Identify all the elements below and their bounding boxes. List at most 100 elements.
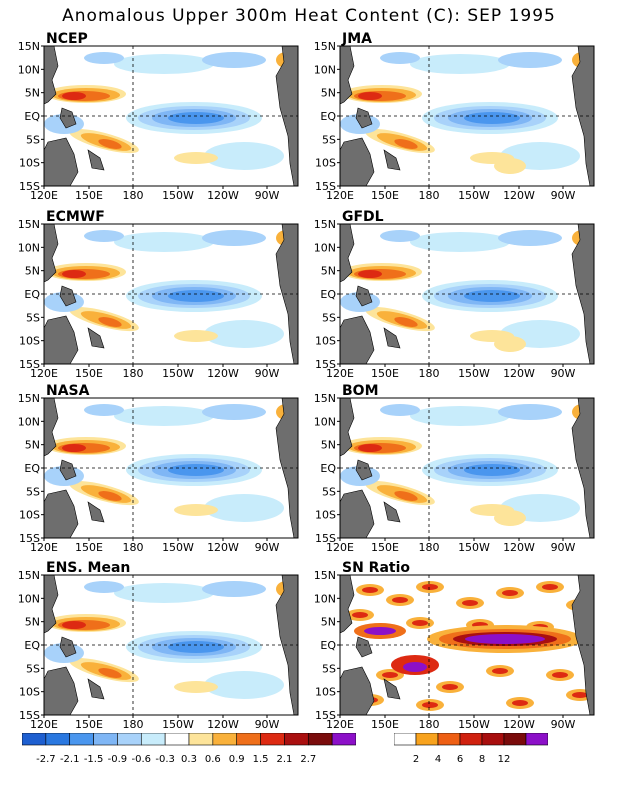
lat-tick-label: EQ <box>320 110 336 123</box>
lon-tick-label: 180 <box>419 541 440 554</box>
lat-tick-label: 10S <box>19 157 40 170</box>
colorbar-label: 0.3 <box>181 754 197 765</box>
lat-tick-label: 5S <box>26 311 40 324</box>
lat-tick-label: 5N <box>25 616 40 629</box>
lat-tick-label: 10N <box>18 415 40 428</box>
lon-tick-label: 120E <box>30 541 58 554</box>
lat-tick-label: 5S <box>26 662 40 675</box>
panel-label: SN Ratio <box>342 560 410 576</box>
lon-tick-label: 120W <box>503 541 535 554</box>
sn-contour <box>412 620 428 626</box>
lon-tick-label: 150E <box>371 718 399 731</box>
lon-tick-label: 90W <box>255 367 280 380</box>
land-mass <box>340 46 355 105</box>
lat-tick-label: 5N <box>321 265 336 278</box>
lon-tick-label: 90W <box>255 541 280 554</box>
lat-tick-label: 15S <box>19 180 40 193</box>
anomaly-contour <box>174 681 218 693</box>
colorbar-swatch <box>69 732 94 746</box>
map-panel-sn: 15N 10N 5N EQ 5S 10S 15S 120E 150E 180 150W 120W 90W… <box>300 560 606 731</box>
lat-tick-label: 10N <box>18 63 40 76</box>
land-mass <box>340 315 375 364</box>
colorbar-swatch <box>236 732 261 746</box>
lon-tick-label: 90W <box>551 189 576 202</box>
anomaly-contour <box>62 92 86 100</box>
lon-tick-label: 90W <box>551 541 576 554</box>
anomaly-colorbar: -2.7 -2.1 -1.5 -0.9 -0.6 -0.3 0.3 0.6 0.9 1.5 2.1 2… <box>21 732 357 767</box>
anomaly-contour <box>394 317 418 327</box>
land-mass <box>59 636 77 658</box>
anomaly-contour <box>98 491 122 501</box>
map-panel-ncep: 15N 10N 5N EQ 5S 10S 15S 120E 150E 180 150W 120W 90W… <box>4 31 310 202</box>
lat-tick-label: 15N <box>18 40 40 53</box>
sn-contour <box>352 612 368 618</box>
anomaly-contour <box>202 230 266 246</box>
panel-label: ECMWF <box>46 209 105 225</box>
anomaly-contour <box>202 52 266 68</box>
lon-tick-label: 90W <box>255 189 280 202</box>
lon-tick-label: 150W <box>162 189 194 202</box>
lat-tick-label: 5N <box>25 439 40 452</box>
lon-tick-label: 120E <box>326 189 354 202</box>
colorbar-swatch <box>525 732 549 746</box>
land-mass <box>59 459 77 481</box>
colorbar-swatch <box>188 732 214 746</box>
lat-tick-label: 5N <box>321 616 336 629</box>
lat-tick-label: 10N <box>18 241 40 254</box>
lon-tick-label: 120W <box>503 189 535 202</box>
colorbar-label: -0.3 <box>155 754 175 765</box>
sn-contour <box>462 600 478 606</box>
lat-tick-label: 15N <box>314 569 336 582</box>
colorbar-swatch <box>164 732 190 746</box>
anomaly-contour <box>114 232 214 252</box>
colorbar-swatch <box>481 732 505 746</box>
lat-tick-label: 10N <box>314 415 336 428</box>
anomaly-contour <box>114 54 214 74</box>
colorbar-swatch <box>260 732 285 746</box>
anomaly-contour <box>84 230 124 242</box>
land-mass <box>340 575 355 634</box>
colorbar-label: 2.1 <box>276 754 292 765</box>
lon-tick-label: 120W <box>207 541 239 554</box>
lat-tick-label: EQ <box>320 288 336 301</box>
lon-tick-label: 150W <box>458 718 490 731</box>
anomaly-contour <box>464 464 520 476</box>
lat-tick-label: EQ <box>24 462 40 475</box>
lon-tick-label: 150W <box>162 367 194 380</box>
lat-tick-label: 5S <box>26 485 40 498</box>
anomaly-contour <box>114 583 214 603</box>
colorbar-svg: -2.7 -2.1 -1.5 -0.9 -0.6 -0.3 0.3 0.6 0.9 1.5 2.1 2… <box>21 732 357 765</box>
land-mass <box>340 398 355 457</box>
map-panel-bom: 15N 10N 5N EQ 5S 10S 15S 120E 150E 180 150W 120W 90W… <box>300 383 606 554</box>
lat-tick-label: EQ <box>24 288 40 301</box>
land-mass <box>383 327 401 349</box>
land-mass <box>340 137 375 186</box>
lat-tick-label: 10S <box>315 335 336 348</box>
sn-contour <box>492 668 508 674</box>
sn-contour <box>403 662 427 672</box>
lon-tick-label: 150E <box>75 367 103 380</box>
anomaly-contour <box>84 52 124 64</box>
panel-label: NCEP <box>46 31 88 47</box>
colorbar-swatch <box>459 732 483 746</box>
colorbar-swatch <box>415 732 439 746</box>
sn-ratio-colorbar: 2 4 6 8 12 <box>393 732 549 767</box>
anomaly-contour <box>464 290 520 302</box>
colorbar-label: 8 <box>479 754 485 765</box>
anomaly-contour <box>410 54 510 74</box>
lon-tick-label: 90W <box>551 718 576 731</box>
colorbar-label: 2.7 <box>300 754 316 765</box>
land-mass <box>383 149 401 171</box>
figure-title: Anomalous Upper 300m Heat Content (C): S… <box>62 6 556 26</box>
lat-tick-label: 5S <box>322 311 336 324</box>
anomaly-contour <box>84 581 124 593</box>
sn-contour <box>422 584 438 590</box>
lat-tick-label: 15S <box>315 709 336 722</box>
lat-tick-label: 15S <box>19 532 40 545</box>
anomaly-contour <box>494 158 526 174</box>
lon-tick-label: 150W <box>162 541 194 554</box>
lon-tick-label: 120E <box>30 189 58 202</box>
lat-tick-label: 15N <box>18 392 40 405</box>
